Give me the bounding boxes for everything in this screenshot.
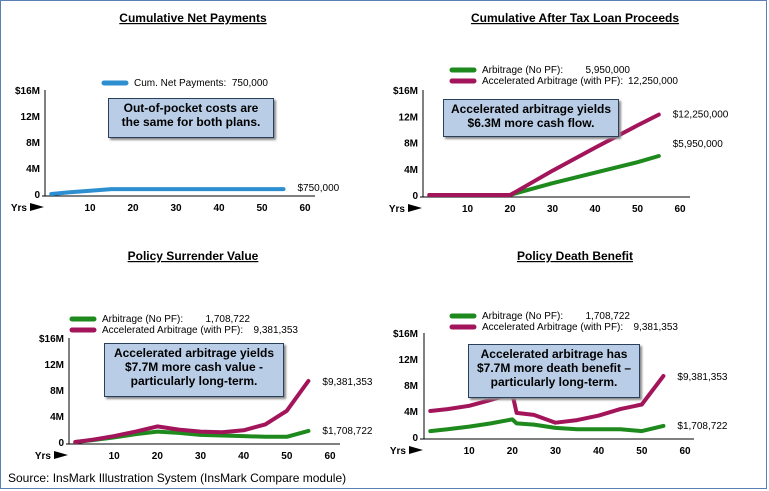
y-tick-label: 0 xyxy=(34,190,40,201)
legend-value: 750,000 xyxy=(232,78,269,89)
y-tick-label: 0 xyxy=(412,433,418,444)
x-tick-label: 30 xyxy=(170,203,182,214)
x-axis-arrow-icon xyxy=(54,451,68,459)
y-tick-label: 4M xyxy=(404,165,418,176)
x-tick-label: 10 xyxy=(462,204,474,215)
source-note: Source: InsMark Illustration System (Ins… xyxy=(8,471,347,485)
note-callout-death-benefit: Accelerated arbitrage has $7.7M more dea… xyxy=(468,344,640,398)
legend-value: 5,950,000 xyxy=(586,65,631,76)
x-tick-label: 40 xyxy=(238,451,250,462)
note-callout-loan-proceeds: Accelerated arbitrage yields $6.3M more … xyxy=(443,99,619,137)
legend-value: 1,708,722 xyxy=(586,311,631,322)
series-end-label: $5,950,000 xyxy=(673,139,723,150)
x-tick-label: 50 xyxy=(256,203,268,214)
legend-value: 9,381,353 xyxy=(634,322,679,333)
y-tick-label: 8M xyxy=(404,381,418,392)
chart-title: Policy Surrender Value xyxy=(128,249,259,263)
x-tick-label: 40 xyxy=(589,204,601,215)
x-tick-label: Yrs xyxy=(35,451,52,462)
legend-label: Arbitrage (No PF): xyxy=(482,311,563,322)
x-tick-label: 60 xyxy=(299,203,311,214)
y-tick-label: $16M xyxy=(393,86,418,97)
y-tick-label: $16M xyxy=(39,334,64,345)
series-end-label: $9,381,353 xyxy=(677,372,727,383)
x-tick-label: 30 xyxy=(550,446,562,457)
legend-label: Arbitrage (No PF): xyxy=(102,314,183,325)
series-line xyxy=(428,374,666,425)
x-tick-label: Yrs xyxy=(11,203,28,214)
legend-label: Accelerated Arbitrage (with PF): xyxy=(482,322,623,333)
series-end-label: $9,381,353 xyxy=(322,377,372,388)
x-tick-label: 50 xyxy=(632,204,644,215)
x-tick-label: 60 xyxy=(679,446,691,457)
x-axis-arrow-icon xyxy=(409,446,423,454)
x-tick-label: 30 xyxy=(195,451,207,462)
y-tick-label: $16M xyxy=(15,86,40,97)
note-callout-surrender-value: Accelerated arbitrage yields $7.7M more … xyxy=(104,343,284,397)
y-tick-label: 4M xyxy=(26,164,40,175)
chart-title: Policy Death Benefit xyxy=(517,249,633,263)
legend-label: Cum. Net Payments: xyxy=(134,78,226,89)
series-end-label: $1,708,722 xyxy=(677,421,727,432)
x-tick-label: 50 xyxy=(636,446,648,457)
series-line xyxy=(427,112,661,197)
y-tick-label: $16M xyxy=(393,329,418,340)
legend-value: 1,708,722 xyxy=(206,314,251,325)
series-line xyxy=(49,187,286,196)
x-axis-arrow-icon xyxy=(30,203,44,211)
chart-title: Cumulative After Tax Loan Proceeds xyxy=(471,11,679,25)
y-tick-label: 0 xyxy=(58,438,64,449)
chart-title: Cumulative Net Payments xyxy=(119,11,267,25)
x-tick-label: 20 xyxy=(127,203,139,214)
legend-label: Accelerated Arbitrage (with PF): xyxy=(102,325,243,336)
series-end-label: $750,000 xyxy=(298,183,340,194)
x-tick-label: 10 xyxy=(109,451,121,462)
x-tick-label: Yrs xyxy=(389,204,406,215)
x-tick-label: 20 xyxy=(507,446,519,457)
x-tick-label: 20 xyxy=(152,451,164,462)
y-tick-label: 0 xyxy=(412,191,418,202)
y-tick-label: 12M xyxy=(399,355,418,366)
y-tick-label: 12M xyxy=(45,360,64,371)
x-tick-label: 60 xyxy=(324,451,336,462)
x-tick-label: 40 xyxy=(593,446,605,457)
x-axis-arrow-icon xyxy=(408,204,422,212)
y-tick-label: 8M xyxy=(404,139,418,150)
series-end-label: $1,708,722 xyxy=(322,426,372,437)
x-tick-label: 20 xyxy=(504,204,516,215)
x-tick-label: 40 xyxy=(213,203,225,214)
y-tick-label: 8M xyxy=(26,138,40,149)
legend-label: Arbitrage (No PF): xyxy=(482,65,563,76)
legend-value: 12,250,000 xyxy=(628,76,678,87)
series-line xyxy=(428,417,666,434)
y-tick-label: 12M xyxy=(399,112,418,123)
series-end-label: $12,250,000 xyxy=(673,110,729,121)
x-tick-label: 30 xyxy=(547,204,559,215)
y-tick-label: 12M xyxy=(21,112,40,123)
series-line xyxy=(73,379,311,444)
x-tick-label: 10 xyxy=(84,203,96,214)
legend-value: 9,381,353 xyxy=(254,325,299,336)
x-tick-label: 60 xyxy=(674,204,686,215)
y-tick-label: 8M xyxy=(50,386,64,397)
x-tick-label: 50 xyxy=(281,451,293,462)
legend-label: Accelerated Arbitrage (with PF): xyxy=(482,76,623,87)
y-tick-label: 4M xyxy=(50,412,64,423)
x-tick-label: Yrs xyxy=(390,446,407,457)
y-tick-label: 4M xyxy=(404,407,418,418)
x-tick-label: 10 xyxy=(464,446,476,457)
note-callout-net-payments: Out-of-pocket costs are the same for bot… xyxy=(108,98,274,138)
